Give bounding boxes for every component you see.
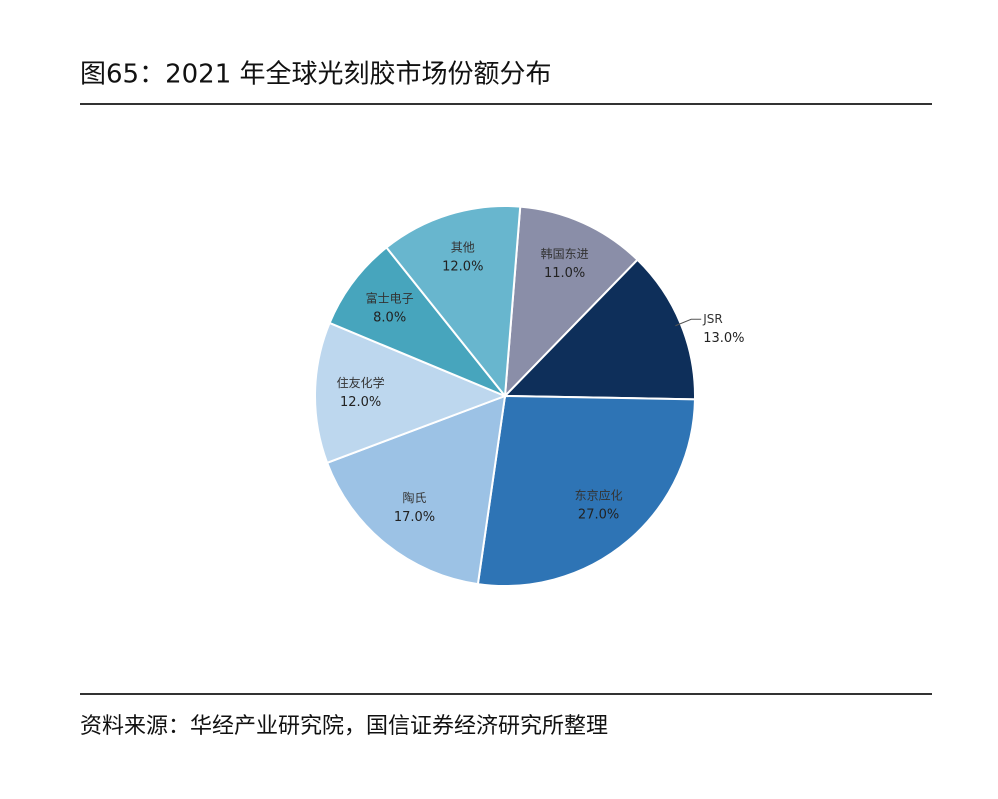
slice-label: 其他: [451, 240, 475, 254]
slice-value-label: 13.0%: [703, 331, 744, 346]
slice-label: 韩国东进: [541, 246, 589, 261]
slice-value-label: 12.0%: [340, 395, 381, 410]
slice-label: 东京应化: [575, 487, 623, 502]
slice-label: 住友化学: [337, 375, 385, 390]
pie-slice: [476, 394, 696, 587]
slice-label: 陶氏: [403, 490, 427, 505]
pie-slice: [314, 321, 508, 465]
pie-slice: [328, 246, 506, 397]
slice-value-label: 8.0%: [373, 311, 406, 326]
slice-value-label: 17.0%: [394, 510, 435, 525]
pie-slice: [385, 205, 522, 399]
pie-slice: [503, 205, 639, 399]
pie-slice: [325, 394, 507, 586]
slice-value-label: 11.0%: [544, 266, 585, 281]
slice-value-label: 12.0%: [442, 259, 483, 274]
leader-line: [675, 318, 702, 327]
slice-value-label: 27.0%: [578, 507, 619, 522]
slice-label: JSR: [702, 312, 723, 326]
slice-label: 富士电子: [366, 291, 414, 306]
source-note: 资料来源：华经产业研究院，国信证券经济研究所整理: [80, 714, 608, 739]
chart-title: 图65：2021 年全球光刻胶市场份额分布: [80, 60, 552, 90]
